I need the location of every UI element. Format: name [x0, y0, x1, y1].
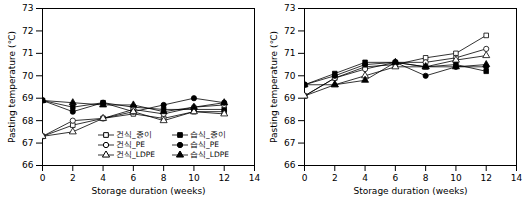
svg-text:68: 68 [22, 116, 34, 126]
html-text:건식_PE: 건식_PE [116, 139, 145, 149]
svg-text:8: 8 [423, 173, 429, 183]
svg-text:67: 67 [22, 138, 33, 148]
html-text:습식_PE: 습식_PE [190, 139, 219, 149]
svg-text:8: 8 [161, 173, 167, 183]
svg-text:2: 2 [332, 173, 338, 183]
svg-text:72: 72 [284, 26, 295, 36]
svg-text:0: 0 [302, 173, 308, 183]
svg-text:66: 66 [284, 160, 296, 170]
svg-text:6: 6 [130, 173, 136, 183]
svg-text:71: 71 [22, 48, 33, 58]
svg-text:Pasting temperature (℃): Pasting temperature (℃) [269, 31, 279, 143]
svg-text:73: 73 [22, 3, 33, 13]
svg-text:6: 6 [392, 173, 398, 183]
svg-text:14: 14 [511, 173, 523, 183]
svg-text:68: 68 [284, 116, 296, 126]
svg-text:2: 2 [70, 173, 76, 183]
svg-text:69: 69 [284, 93, 296, 103]
svg-text:10: 10 [450, 173, 462, 183]
html-text:건식_종이: 건식_종이 [116, 129, 152, 139]
svg-text:73: 73 [284, 3, 295, 13]
svg-text:67: 67 [284, 138, 295, 148]
svg-text:4: 4 [100, 173, 106, 183]
html-text:습식_종이: 습식_종이 [190, 129, 226, 139]
svg-text:Storage duration (weeks): Storage duration (weeks) [91, 186, 205, 196]
svg-text:66: 66 [22, 160, 34, 170]
html-text:건식_LDPE: 건식_LDPE [116, 149, 155, 159]
svg-text:0: 0 [40, 173, 46, 183]
svg-text:12: 12 [218, 173, 229, 183]
svg-text:10: 10 [188, 173, 200, 183]
svg-text:70: 70 [284, 71, 296, 81]
svg-text:Storage duration (weeks): Storage duration (weeks) [353, 186, 467, 196]
svg-text:4: 4 [362, 173, 368, 183]
svg-text:69: 69 [22, 93, 34, 103]
svg-text:71: 71 [284, 48, 295, 58]
svg-text:72: 72 [22, 26, 33, 36]
svg-text:14: 14 [249, 173, 261, 183]
svg-text:Pasting temperature (℃): Pasting temperature (℃) [7, 31, 17, 143]
html-text:습식_LDPE: 습식_LDPE [190, 149, 229, 159]
svg-text:70: 70 [22, 71, 34, 81]
svg-text:12: 12 [480, 173, 491, 183]
